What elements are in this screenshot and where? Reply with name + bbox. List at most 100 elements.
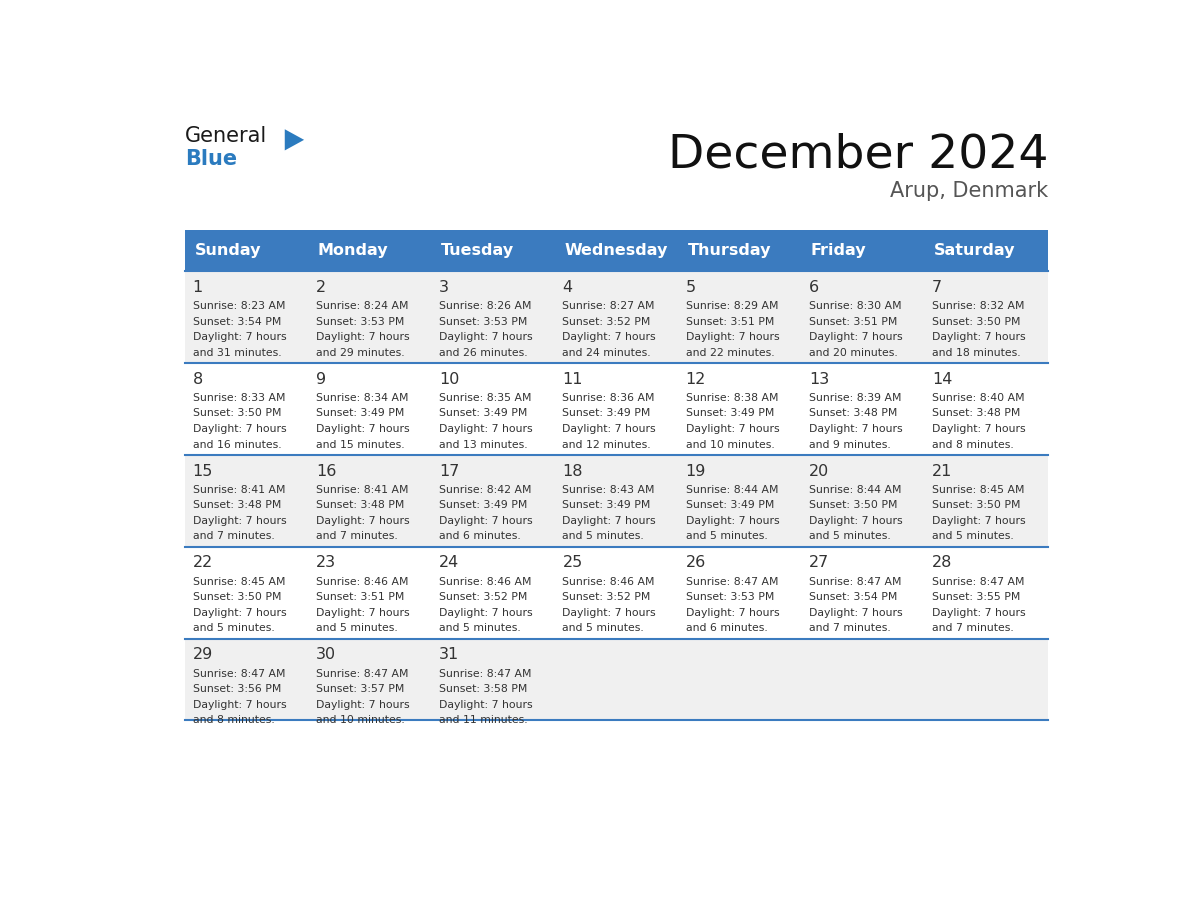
Text: Daylight: 7 hours: Daylight: 7 hours bbox=[933, 608, 1025, 618]
Bar bbox=[185, 272, 1048, 364]
Text: Daylight: 7 hours: Daylight: 7 hours bbox=[685, 332, 779, 342]
Text: Sunrise: 8:36 AM: Sunrise: 8:36 AM bbox=[562, 393, 655, 403]
Text: Sunset: 3:54 PM: Sunset: 3:54 PM bbox=[192, 317, 282, 327]
Text: and 22 minutes.: and 22 minutes. bbox=[685, 348, 775, 358]
Text: Sunrise: 8:47 AM: Sunrise: 8:47 AM bbox=[440, 668, 532, 678]
Text: Sunset: 3:49 PM: Sunset: 3:49 PM bbox=[440, 500, 527, 510]
Text: Sunday: Sunday bbox=[195, 243, 261, 258]
Text: Sunset: 3:53 PM: Sunset: 3:53 PM bbox=[685, 592, 775, 602]
Text: Sunrise: 8:47 AM: Sunrise: 8:47 AM bbox=[933, 577, 1024, 587]
Text: Sunrise: 8:46 AM: Sunrise: 8:46 AM bbox=[316, 577, 409, 587]
Text: Daylight: 7 hours: Daylight: 7 hours bbox=[316, 700, 410, 710]
Text: Sunrise: 8:47 AM: Sunrise: 8:47 AM bbox=[192, 668, 285, 678]
Text: and 7 minutes.: and 7 minutes. bbox=[316, 532, 398, 542]
Text: Sunrise: 8:46 AM: Sunrise: 8:46 AM bbox=[562, 577, 655, 587]
Text: Daylight: 7 hours: Daylight: 7 hours bbox=[562, 424, 656, 434]
Text: Sunrise: 8:45 AM: Sunrise: 8:45 AM bbox=[192, 577, 285, 587]
Text: 17: 17 bbox=[440, 464, 460, 478]
Text: Sunrise: 8:34 AM: Sunrise: 8:34 AM bbox=[316, 393, 409, 403]
Text: and 10 minutes.: and 10 minutes. bbox=[685, 440, 775, 450]
Text: and 12 minutes.: and 12 minutes. bbox=[562, 440, 651, 450]
Text: and 13 minutes.: and 13 minutes. bbox=[440, 440, 527, 450]
Text: 31: 31 bbox=[440, 647, 460, 663]
Text: Sunrise: 8:29 AM: Sunrise: 8:29 AM bbox=[685, 301, 778, 311]
Text: Sunrise: 8:40 AM: Sunrise: 8:40 AM bbox=[933, 393, 1025, 403]
Text: and 5 minutes.: and 5 minutes. bbox=[192, 623, 274, 633]
Text: Sunset: 3:53 PM: Sunset: 3:53 PM bbox=[316, 317, 404, 327]
Text: Sunset: 3:51 PM: Sunset: 3:51 PM bbox=[316, 592, 404, 602]
Text: and 5 minutes.: and 5 minutes. bbox=[440, 623, 520, 633]
Text: Sunrise: 8:39 AM: Sunrise: 8:39 AM bbox=[809, 393, 902, 403]
Text: December 2024: December 2024 bbox=[668, 133, 1048, 178]
Text: 13: 13 bbox=[809, 372, 829, 386]
Text: and 18 minutes.: and 18 minutes. bbox=[933, 348, 1020, 358]
Text: Blue: Blue bbox=[185, 149, 238, 169]
Text: and 16 minutes.: and 16 minutes. bbox=[192, 440, 282, 450]
Text: Sunrise: 8:33 AM: Sunrise: 8:33 AM bbox=[192, 393, 285, 403]
Text: 1: 1 bbox=[192, 280, 203, 295]
Text: Sunrise: 8:47 AM: Sunrise: 8:47 AM bbox=[809, 577, 902, 587]
Text: Sunset: 3:52 PM: Sunset: 3:52 PM bbox=[440, 592, 527, 602]
Bar bbox=[802, 230, 924, 272]
Text: Sunset: 3:50 PM: Sunset: 3:50 PM bbox=[933, 500, 1020, 510]
Text: 28: 28 bbox=[933, 555, 953, 570]
Text: Sunset: 3:49 PM: Sunset: 3:49 PM bbox=[685, 500, 775, 510]
Text: Sunrise: 8:43 AM: Sunrise: 8:43 AM bbox=[562, 485, 655, 495]
Text: Sunset: 3:50 PM: Sunset: 3:50 PM bbox=[192, 592, 282, 602]
Text: Monday: Monday bbox=[317, 243, 388, 258]
Text: 20: 20 bbox=[809, 464, 829, 478]
Text: Sunset: 3:51 PM: Sunset: 3:51 PM bbox=[809, 317, 897, 327]
Text: and 20 minutes.: and 20 minutes. bbox=[809, 348, 898, 358]
Bar bbox=[185, 639, 1048, 721]
Text: Sunset: 3:49 PM: Sunset: 3:49 PM bbox=[562, 409, 651, 419]
Text: and 8 minutes.: and 8 minutes. bbox=[192, 715, 274, 725]
Text: Daylight: 7 hours: Daylight: 7 hours bbox=[685, 608, 779, 618]
Text: Sunset: 3:50 PM: Sunset: 3:50 PM bbox=[192, 409, 282, 419]
Text: 26: 26 bbox=[685, 555, 706, 570]
Bar bbox=[185, 230, 309, 272]
Text: Daylight: 7 hours: Daylight: 7 hours bbox=[809, 608, 903, 618]
Text: 19: 19 bbox=[685, 464, 706, 478]
Text: and 29 minutes.: and 29 minutes. bbox=[316, 348, 405, 358]
Text: Sunrise: 8:26 AM: Sunrise: 8:26 AM bbox=[440, 301, 532, 311]
Text: Sunrise: 8:35 AM: Sunrise: 8:35 AM bbox=[440, 393, 532, 403]
Text: Daylight: 7 hours: Daylight: 7 hours bbox=[192, 424, 286, 434]
Text: Sunset: 3:52 PM: Sunset: 3:52 PM bbox=[562, 317, 651, 327]
Text: 3: 3 bbox=[440, 280, 449, 295]
Text: and 7 minutes.: and 7 minutes. bbox=[192, 532, 274, 542]
Text: and 6 minutes.: and 6 minutes. bbox=[685, 623, 767, 633]
Bar bbox=[185, 455, 1048, 547]
Text: Sunset: 3:49 PM: Sunset: 3:49 PM bbox=[316, 409, 404, 419]
Text: and 5 minutes.: and 5 minutes. bbox=[685, 532, 767, 542]
Text: Sunrise: 8:24 AM: Sunrise: 8:24 AM bbox=[316, 301, 409, 311]
Text: Daylight: 7 hours: Daylight: 7 hours bbox=[933, 332, 1025, 342]
Text: 9: 9 bbox=[316, 372, 326, 386]
Text: and 31 minutes.: and 31 minutes. bbox=[192, 348, 282, 358]
Text: Daylight: 7 hours: Daylight: 7 hours bbox=[316, 332, 410, 342]
Text: 27: 27 bbox=[809, 555, 829, 570]
Text: Daylight: 7 hours: Daylight: 7 hours bbox=[562, 608, 656, 618]
Text: Arup, Denmark: Arup, Denmark bbox=[890, 181, 1048, 201]
Text: Sunset: 3:48 PM: Sunset: 3:48 PM bbox=[809, 409, 897, 419]
Bar bbox=[185, 364, 1048, 455]
Text: 12: 12 bbox=[685, 372, 706, 386]
Text: Daylight: 7 hours: Daylight: 7 hours bbox=[316, 424, 410, 434]
Text: Sunrise: 8:41 AM: Sunrise: 8:41 AM bbox=[316, 485, 409, 495]
Text: Daylight: 7 hours: Daylight: 7 hours bbox=[192, 700, 286, 710]
Bar bbox=[185, 547, 1048, 639]
Text: Daylight: 7 hours: Daylight: 7 hours bbox=[440, 608, 532, 618]
Text: Sunrise: 8:42 AM: Sunrise: 8:42 AM bbox=[440, 485, 532, 495]
Text: Daylight: 7 hours: Daylight: 7 hours bbox=[685, 516, 779, 526]
Text: Sunset: 3:52 PM: Sunset: 3:52 PM bbox=[562, 592, 651, 602]
Text: and 26 minutes.: and 26 minutes. bbox=[440, 348, 527, 358]
Text: Sunset: 3:50 PM: Sunset: 3:50 PM bbox=[809, 500, 897, 510]
Text: Daylight: 7 hours: Daylight: 7 hours bbox=[192, 516, 286, 526]
Text: Sunset: 3:58 PM: Sunset: 3:58 PM bbox=[440, 684, 527, 694]
Text: Daylight: 7 hours: Daylight: 7 hours bbox=[316, 608, 410, 618]
Text: General: General bbox=[185, 127, 267, 146]
Text: Sunset: 3:49 PM: Sunset: 3:49 PM bbox=[685, 409, 775, 419]
Text: Daylight: 7 hours: Daylight: 7 hours bbox=[192, 608, 286, 618]
Polygon shape bbox=[285, 129, 304, 151]
Text: Sunset: 3:53 PM: Sunset: 3:53 PM bbox=[440, 317, 527, 327]
Text: Sunset: 3:54 PM: Sunset: 3:54 PM bbox=[809, 592, 897, 602]
